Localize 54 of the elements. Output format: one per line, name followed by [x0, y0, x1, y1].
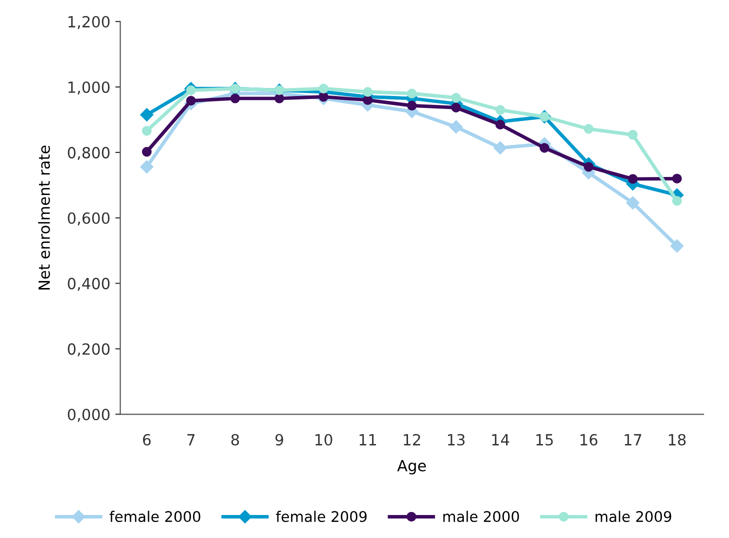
point — [407, 100, 417, 110]
y-tick-label: 0,000 — [68, 408, 110, 422]
point — [584, 124, 594, 134]
y-tick-label: 0,200 — [68, 343, 110, 356]
point — [318, 84, 328, 94]
point — [584, 162, 594, 172]
point — [318, 92, 328, 102]
point — [140, 160, 154, 174]
point — [142, 146, 152, 157]
point — [626, 196, 640, 210]
point — [451, 102, 461, 112]
y-tick-label: 1,000 — [68, 81, 110, 95]
point — [672, 196, 682, 206]
x-tick-label: 8 — [231, 434, 239, 446]
point — [672, 174, 682, 184]
x-tick-label: 12 — [404, 434, 420, 446]
point — [274, 94, 284, 104]
point — [362, 87, 373, 97]
point — [140, 108, 154, 122]
point — [495, 120, 506, 130]
point — [670, 239, 684, 253]
x-tick-label: 11 — [360, 434, 376, 446]
point — [230, 94, 240, 104]
point — [451, 92, 461, 103]
x-tick-label: 16 — [580, 434, 598, 446]
legend-label: female 2000 — [110, 510, 200, 522]
point — [494, 141, 507, 154]
point — [628, 174, 638, 184]
y-tick-label: 0,400 — [68, 278, 110, 291]
y-tick-label: 0,600 — [68, 212, 110, 226]
x-tick-label: 9 — [275, 434, 284, 446]
point — [449, 120, 463, 134]
x-tick-label: 10 — [315, 434, 332, 446]
point — [540, 142, 550, 153]
point — [362, 95, 373, 105]
y-axis-title: Net enrolment rate — [38, 146, 50, 290]
point — [628, 130, 638, 140]
x-tick-label: 7 — [187, 434, 195, 446]
x-tick-label: 15 — [536, 434, 553, 446]
x-tick-label: 14 — [492, 434, 510, 446]
point — [142, 126, 152, 136]
point — [495, 105, 506, 115]
legend-label: male 2000 — [443, 510, 519, 522]
x-tick-label: 6 — [143, 434, 151, 446]
legend-label: female 2009 — [276, 510, 367, 522]
point — [186, 96, 196, 106]
point — [407, 88, 417, 98]
x-tick-label: 13 — [448, 434, 465, 446]
y-tick-label: 0,800 — [68, 146, 110, 160]
y-tick-label: 1,200 — [68, 16, 110, 30]
x-axis-title: Age — [397, 460, 426, 474]
x-tick-label: 18 — [668, 434, 686, 446]
x-tick-label: 17 — [624, 434, 642, 446]
legend-label: male 2009 — [596, 510, 672, 522]
